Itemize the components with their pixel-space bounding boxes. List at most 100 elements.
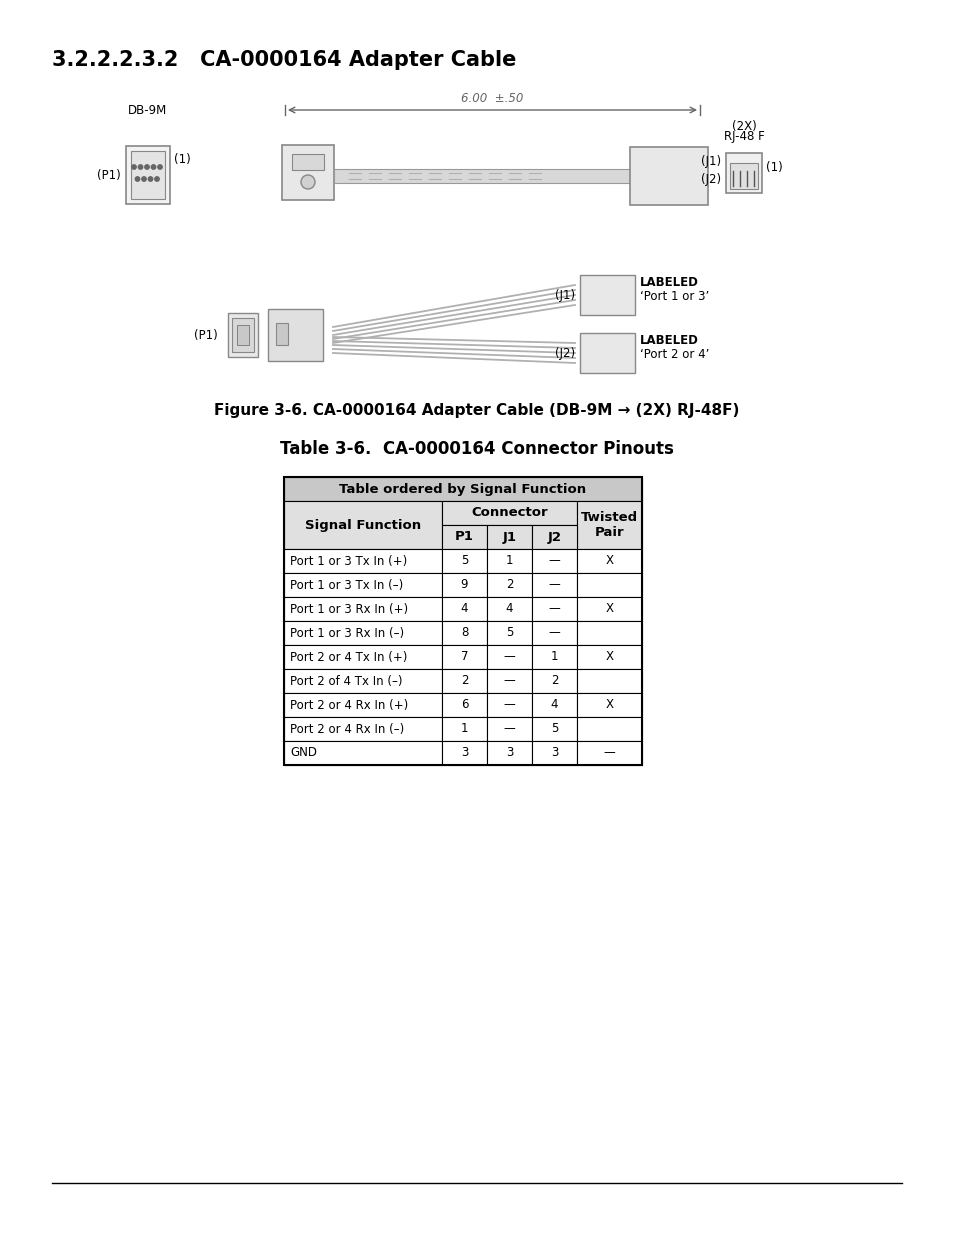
Text: J2: J2 (547, 531, 561, 543)
Circle shape (132, 164, 136, 169)
Text: 3: 3 (460, 746, 468, 760)
Text: —: — (548, 603, 559, 615)
Text: P1: P1 (455, 531, 474, 543)
Circle shape (148, 177, 152, 182)
Text: (1): (1) (765, 161, 781, 173)
Text: Port 2 of 4 Tx In (–): Port 2 of 4 Tx In (–) (290, 674, 402, 688)
Bar (486, 621, 532, 645)
Text: Figure 3-6. CA-0000164 Adapter Cable (DB-9M → (2X) RJ-48F): Figure 3-6. CA-0000164 Adapter Cable (DB… (214, 403, 739, 417)
Bar (577, 645, 641, 669)
Bar (577, 501, 641, 550)
Circle shape (135, 177, 139, 182)
Bar (486, 573, 532, 597)
Text: 3.2.2.2.3.2   CA-0000164 Adapter Cable: 3.2.2.2.3.2 CA-0000164 Adapter Cable (52, 49, 516, 70)
Bar (577, 741, 641, 764)
Circle shape (157, 164, 162, 169)
Text: —: — (503, 699, 515, 711)
Circle shape (154, 177, 159, 182)
Bar (577, 669, 641, 693)
Text: —: — (503, 722, 515, 736)
Text: (P1): (P1) (97, 168, 121, 182)
Text: 4: 4 (505, 603, 513, 615)
Bar (486, 597, 532, 621)
Bar (577, 573, 641, 597)
Text: —: — (603, 746, 615, 760)
Text: Port 2 or 4 Rx In (–): Port 2 or 4 Rx In (–) (290, 722, 404, 736)
Bar (292, 154, 324, 170)
Text: DB-9M: DB-9M (129, 104, 168, 117)
Text: 7: 7 (460, 651, 468, 663)
Bar (532, 621, 577, 645)
Bar (441, 645, 486, 669)
Bar (441, 621, 486, 645)
Circle shape (142, 177, 146, 182)
Text: GND: GND (290, 746, 316, 760)
Bar (725, 153, 761, 193)
Bar (232, 317, 253, 352)
Text: (J1): (J1) (555, 289, 575, 301)
Circle shape (152, 164, 155, 169)
Bar (486, 718, 532, 741)
Text: (J2): (J2) (555, 347, 575, 359)
Circle shape (138, 164, 143, 169)
Text: Port 1 or 3 Rx In (–): Port 1 or 3 Rx In (–) (290, 626, 404, 640)
Bar (532, 669, 577, 693)
Bar (486, 693, 532, 718)
Bar (486, 669, 532, 693)
Bar (284, 645, 441, 669)
Text: 1: 1 (550, 651, 558, 663)
Text: 4: 4 (550, 699, 558, 711)
Bar (577, 718, 641, 741)
Bar (284, 550, 441, 573)
Bar (532, 573, 577, 597)
Text: 2: 2 (505, 578, 513, 592)
Text: 3: 3 (505, 746, 513, 760)
Text: —: — (548, 555, 559, 568)
Bar (236, 325, 249, 345)
Bar (228, 312, 257, 357)
Bar (577, 597, 641, 621)
Bar (486, 550, 532, 573)
Bar (486, 741, 532, 764)
Bar (284, 477, 641, 764)
Bar (268, 309, 323, 361)
Text: Port 1 or 3 Tx In (–): Port 1 or 3 Tx In (–) (290, 578, 403, 592)
Text: 5: 5 (460, 555, 468, 568)
Bar (532, 525, 577, 550)
Bar (532, 597, 577, 621)
Text: ‘Port 2 or 4’: ‘Port 2 or 4’ (639, 348, 709, 362)
Text: RJ-48 F: RJ-48 F (723, 130, 763, 143)
Bar (441, 741, 486, 764)
Text: Connector: Connector (471, 506, 547, 520)
Circle shape (145, 164, 149, 169)
Text: Port 1 or 3 Rx In (+): Port 1 or 3 Rx In (+) (290, 603, 408, 615)
Text: 6.00  ±.50: 6.00 ±.50 (461, 91, 523, 105)
Text: J1: J1 (502, 531, 516, 543)
Text: Signal Function: Signal Function (305, 519, 420, 531)
Bar (131, 151, 165, 199)
Bar (441, 669, 486, 693)
Text: 1: 1 (460, 722, 468, 736)
Text: 9: 9 (460, 578, 468, 592)
Bar (532, 693, 577, 718)
Text: Twisted
Pair: Twisted Pair (580, 511, 638, 538)
Bar (284, 573, 441, 597)
Text: ‘Port 1 or 3’: ‘Port 1 or 3’ (639, 290, 708, 304)
Bar (577, 621, 641, 645)
Text: Port 2 or 4 Tx In (+): Port 2 or 4 Tx In (+) (290, 651, 407, 663)
Bar (486, 645, 532, 669)
Text: —: — (548, 626, 559, 640)
Text: 6: 6 (460, 699, 468, 711)
Text: —: — (503, 674, 515, 688)
Bar (441, 718, 486, 741)
Bar (284, 501, 441, 550)
Text: Port 1 or 3 Tx In (+): Port 1 or 3 Tx In (+) (290, 555, 407, 568)
Bar (284, 741, 441, 764)
Bar (441, 597, 486, 621)
Text: (2X): (2X) (731, 120, 756, 133)
Bar (441, 550, 486, 573)
Circle shape (301, 175, 314, 189)
Bar (532, 718, 577, 741)
Text: LABELED: LABELED (639, 335, 699, 347)
Text: X: X (605, 603, 613, 615)
